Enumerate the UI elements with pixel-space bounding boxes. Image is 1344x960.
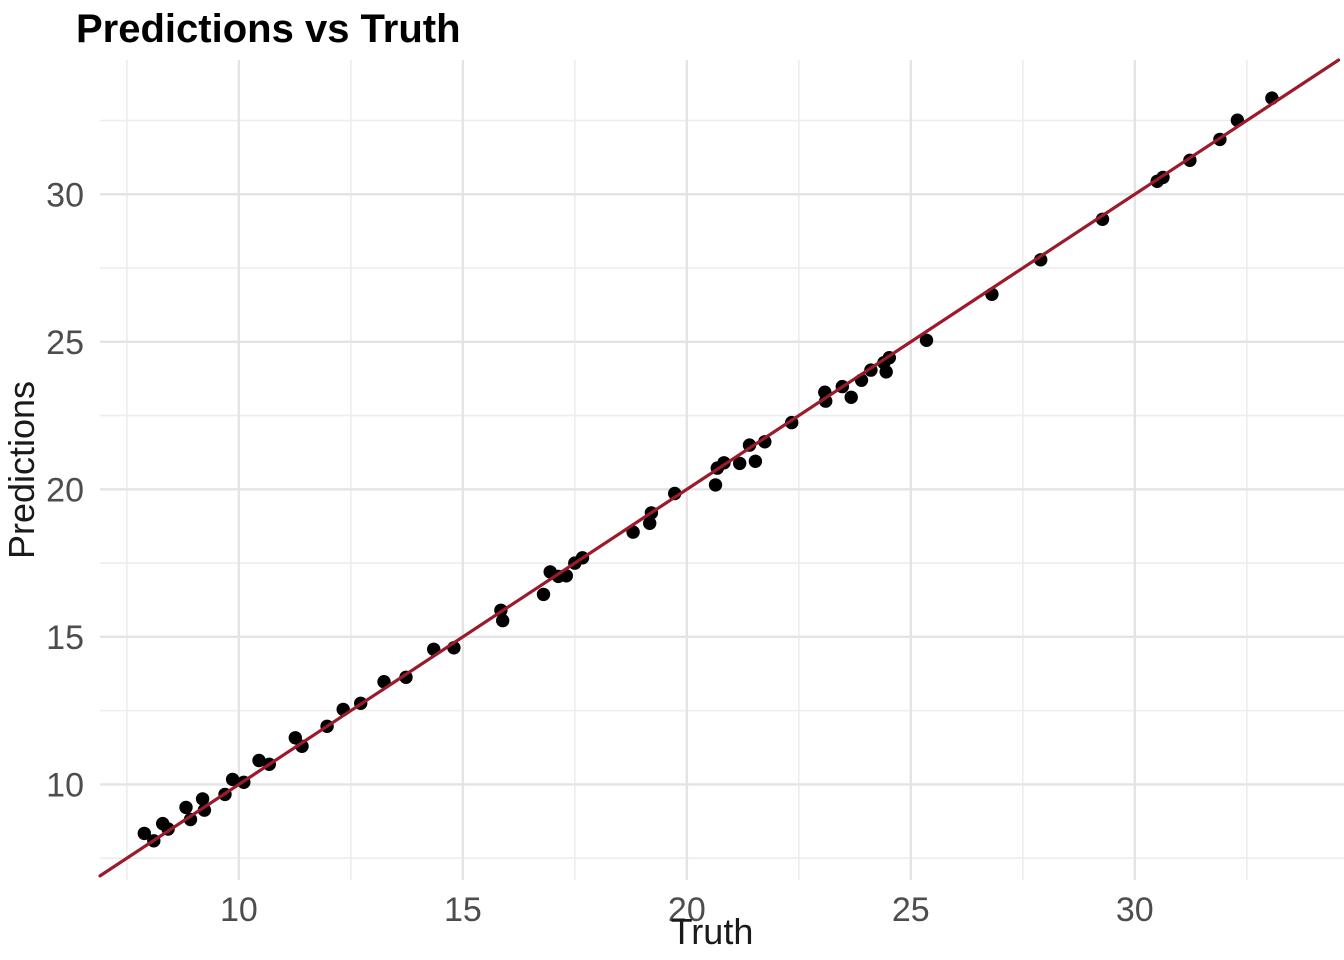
data-point (536, 587, 551, 602)
data-point (748, 454, 763, 468)
y-tick-label: 10 (46, 766, 84, 804)
data-point (643, 516, 657, 530)
data-point (183, 812, 198, 827)
reference-line (98, 58, 1341, 878)
data-point (225, 772, 240, 787)
y-axis-tick-labels: 10 15 20 25 30 (46, 176, 84, 804)
data-point (733, 456, 747, 471)
reference-line-layer (98, 58, 1341, 878)
data-point (252, 753, 266, 768)
data-point (179, 800, 193, 815)
data-point (295, 739, 309, 753)
data-point (844, 390, 858, 404)
x-axis-tick-labels: 10 15 20 25 30 (220, 891, 1154, 929)
data-point (919, 333, 934, 347)
data-point (819, 394, 833, 408)
x-tick-label: 20 (668, 891, 706, 929)
y-tick-label: 15 (46, 619, 84, 657)
x-tick-label: 25 (892, 891, 930, 929)
data-points (137, 91, 1279, 848)
x-axis-title: Truth (671, 911, 754, 952)
x-tick-label: 30 (1116, 891, 1154, 929)
data-point (879, 365, 893, 379)
minor-gridlines (100, 60, 1344, 880)
x-tick-label: 10 (220, 891, 258, 929)
y-tick-label: 20 (46, 471, 84, 509)
data-point (195, 792, 210, 806)
y-tick-label: 25 (46, 324, 84, 362)
y-axis-title: Predictions (1, 381, 42, 559)
x-tick-label: 15 (444, 891, 482, 929)
plot-title: Predictions vs Truth (76, 7, 461, 51)
data-point (708, 478, 723, 492)
data-point (1034, 253, 1048, 267)
data-point (496, 613, 510, 628)
data-point (137, 826, 151, 841)
y-tick-label: 30 (46, 176, 84, 214)
